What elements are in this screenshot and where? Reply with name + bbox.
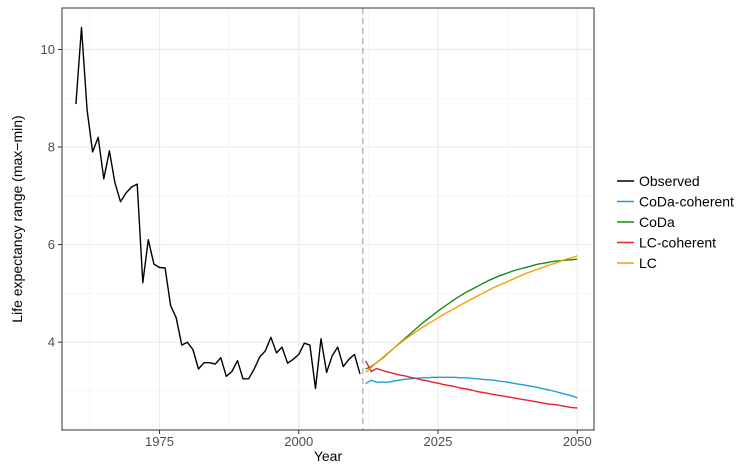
x-tick-label: 2050 bbox=[563, 434, 592, 449]
legend-label-lc-coherent: LC-coherent bbox=[639, 235, 716, 251]
legend-label-lc: LC bbox=[639, 255, 657, 271]
series-line-observed bbox=[75, 26, 361, 390]
legend-label-coda-coherent: CoDa-coherent bbox=[639, 194, 734, 210]
x-tick-label: 2025 bbox=[424, 434, 453, 449]
x-tick-label: 1975 bbox=[145, 434, 174, 449]
y-tick-label: 10 bbox=[41, 42, 55, 57]
series-lines bbox=[75, 26, 578, 409]
legend-label-coda: CoDa bbox=[639, 214, 675, 230]
gridlines bbox=[62, 8, 594, 430]
y-tick-label: 6 bbox=[48, 237, 55, 252]
plot-panel bbox=[62, 8, 594, 430]
plot-border bbox=[61, 7, 595, 431]
series-line-lc bbox=[365, 255, 578, 373]
y-tick-label: 4 bbox=[48, 335, 55, 350]
y-axis-title: Life expectancy range (max−min) bbox=[9, 115, 25, 322]
plot-area bbox=[61, 7, 595, 431]
y-axis: 4 6 8 10 bbox=[41, 42, 62, 350]
series-line-lc-coherent bbox=[364, 360, 578, 409]
x-axis-title: Year bbox=[314, 448, 343, 464]
x-axis: 1975 2000 2025 2050 bbox=[145, 430, 592, 449]
x-tick-label: 2000 bbox=[284, 434, 313, 449]
series-line-coda-coherent bbox=[365, 376, 578, 399]
y-tick-label: 8 bbox=[48, 140, 55, 155]
legend-label-observed: Observed bbox=[639, 173, 700, 189]
legend: Observed CoDa-coherent CoDa LC-coherent LC bbox=[617, 173, 734, 271]
